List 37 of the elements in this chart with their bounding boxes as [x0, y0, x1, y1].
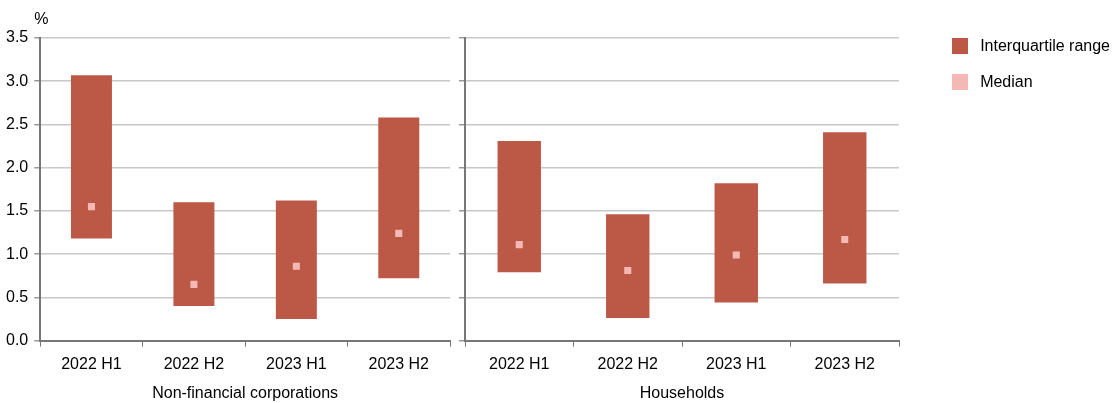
bar [823, 132, 867, 284]
x-tick-label: 2022 H1 [489, 354, 550, 372]
point [87, 203, 95, 211]
bar [70, 75, 112, 239]
y-tick-label: 0.0 [5, 331, 29, 349]
y-tick-label: 3.0 [5, 71, 29, 89]
point [841, 235, 849, 243]
x-tick-label: 2022 H1 [61, 354, 122, 372]
x-axis-title: Households [639, 383, 725, 401]
y-tick-label: 1.0 [5, 244, 29, 262]
y-tick-label: 2.5 [5, 114, 29, 132]
x-tick-label: 2023 H1 [706, 354, 767, 372]
x-tick-label: 2023 H2 [814, 354, 876, 372]
bar [275, 200, 317, 319]
point [624, 267, 632, 275]
bar [497, 140, 541, 273]
x-tick-label: 2022 H2 [163, 354, 225, 372]
x-axis-title: Non-financial corporations [152, 383, 339, 401]
point [190, 280, 198, 288]
x-tick-label: 2023 H2 [368, 354, 430, 372]
bar [606, 214, 650, 319]
x-tick-label: 2022 H2 [597, 354, 659, 372]
x-tick-label: 2023 H1 [266, 354, 327, 372]
y-tick-label: 3.5 [5, 28, 29, 46]
y-tick-label: 2.0 [5, 158, 29, 176]
y-axis-title: % [34, 10, 49, 28]
bar [714, 183, 758, 303]
point [732, 251, 740, 259]
point [515, 241, 523, 249]
point [395, 229, 403, 237]
legend-label: Interquartile range [980, 37, 1110, 55]
bar [173, 202, 215, 307]
bar [378, 117, 420, 279]
legend-label: Median [980, 73, 1033, 91]
y-tick-label: 1.5 [5, 201, 29, 219]
point [292, 262, 300, 270]
y-tick-label: 0.5 [5, 287, 29, 305]
